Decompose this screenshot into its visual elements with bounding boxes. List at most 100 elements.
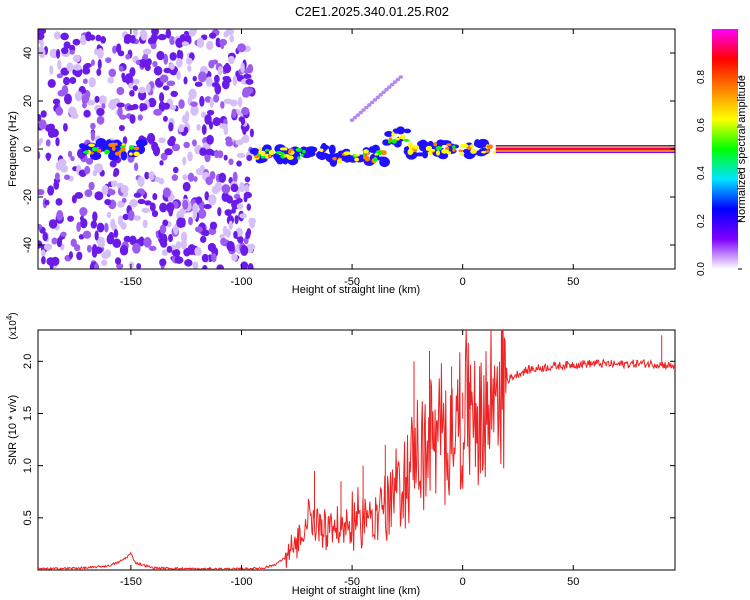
noise-blob (160, 152, 168, 161)
signal-core (425, 148, 433, 152)
noise-blob (224, 209, 233, 217)
noise-blob (187, 65, 192, 72)
noise-blob (228, 220, 233, 230)
signal-core (128, 152, 133, 156)
noise-blob (90, 130, 96, 142)
signal-core (295, 147, 302, 152)
noise-blob (47, 185, 55, 196)
noise-blob (89, 34, 96, 41)
trace-dot (372, 98, 378, 102)
noise-blob (233, 230, 238, 239)
noise-blob (224, 77, 232, 84)
signal-core (133, 151, 140, 157)
noise-blob (168, 122, 174, 132)
noise-blob (91, 248, 98, 258)
noise-blob (133, 215, 141, 221)
noise-blob (162, 85, 170, 91)
signal-core (452, 148, 456, 152)
noise-blob (164, 148, 173, 156)
noise-blob (207, 242, 217, 252)
noise-blob (110, 180, 118, 187)
noise-blob (84, 189, 93, 198)
signal-core (486, 144, 493, 150)
noise-blob (232, 75, 238, 86)
signal-core (319, 148, 324, 153)
noise-blob (132, 85, 139, 91)
trace-dot (369, 100, 375, 105)
noise-blob (54, 172, 60, 181)
signal-blob (377, 156, 388, 161)
signal-core (428, 150, 433, 156)
noise-blob (242, 134, 250, 143)
noise-blob (196, 123, 201, 131)
noise-blob (107, 234, 112, 243)
noise-blob (60, 231, 67, 237)
noise-blob (216, 264, 224, 269)
trace-dot (378, 92, 383, 97)
trace-dot (387, 85, 392, 89)
noise-blob (108, 68, 117, 78)
noise-blob (41, 256, 46, 265)
noise-blob (117, 106, 123, 118)
x-tick-label: -50 (344, 276, 360, 288)
noise-blob (190, 104, 199, 116)
trace-dot (358, 110, 363, 115)
noise-blob (151, 141, 159, 152)
noise-blob (168, 234, 173, 243)
colorbar-tick-label: 0.0 (696, 262, 707, 276)
signal-core (459, 152, 465, 156)
noise-blob (96, 68, 102, 76)
noise-blob (225, 229, 231, 238)
noise-blob (196, 37, 205, 48)
snr-panel: -150 -100 -50 0 50 0.5 1.0 1.5 2.0 Height of st… (5, 312, 676, 597)
noise-blob (129, 114, 136, 124)
noise-blob (231, 253, 238, 262)
trace-dot (364, 105, 369, 110)
noise-blob (129, 67, 136, 77)
noise-blob (40, 249, 46, 257)
signal-core (391, 131, 395, 137)
noise-blob (213, 94, 220, 103)
noise-blob (53, 31, 62, 40)
signal-core (260, 155, 266, 159)
noise-blob (172, 166, 179, 174)
noise-blob (184, 259, 193, 267)
noise-blob (226, 195, 233, 204)
noise-blob (48, 219, 58, 229)
noise-blob (94, 95, 100, 103)
noise-blob (163, 53, 169, 65)
noise-blob (55, 137, 60, 147)
snr-x-label: Height of straight line (km) (292, 585, 420, 597)
noise-blob (142, 48, 152, 55)
noise-blob (133, 192, 142, 198)
signal-core (373, 156, 378, 162)
signal-blob (418, 139, 428, 147)
signal-core (435, 146, 442, 151)
noise-blob (204, 191, 210, 201)
noise-blob (150, 33, 159, 42)
noise-blob (183, 126, 189, 134)
noise-blob (121, 72, 126, 80)
noise-blob (239, 213, 248, 219)
noise-blob (66, 62, 74, 72)
noise-blob (191, 139, 197, 147)
noise-blob (171, 143, 181, 152)
noise-blob (136, 263, 142, 269)
noise-blob (211, 252, 217, 263)
noise-blob (96, 115, 105, 125)
noise-blob (237, 43, 246, 53)
noise-blob (191, 198, 197, 205)
y-tick-label: 40 (22, 47, 34, 59)
x-tick-label: -150 (120, 576, 142, 588)
signal-core (104, 149, 110, 155)
noise-blob (73, 64, 82, 71)
noise-blob (162, 102, 171, 110)
colorbar-tick-label: 0.4 (696, 166, 707, 180)
noise-blob (52, 98, 61, 105)
trace-dot (375, 95, 381, 100)
noise-blob (194, 246, 202, 256)
noise-blob (235, 139, 244, 146)
colorbar-tick-label: 0.2 (696, 214, 707, 228)
noise-blob (231, 207, 236, 214)
spectrogram-y-ticks: -40 -20 0 20 40 (22, 47, 675, 253)
